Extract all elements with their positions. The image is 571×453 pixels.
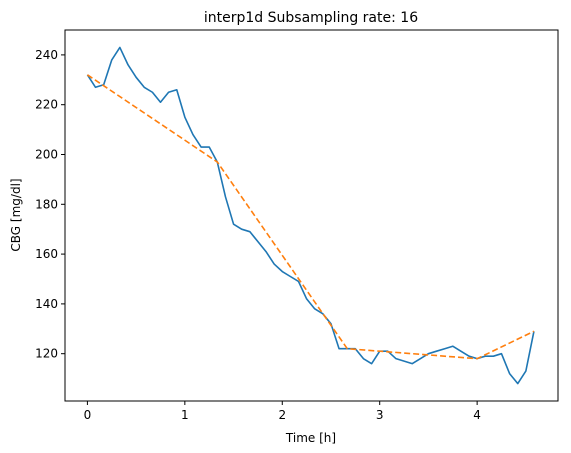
x-tick-label: 2 — [278, 408, 286, 422]
series-line-interp1d — [86, 74, 535, 360]
series-group — [86, 46, 535, 385]
y-tick-label: 180 — [35, 197, 58, 211]
series-line-cbg — [86, 46, 535, 385]
y-tick-label: 220 — [35, 98, 58, 112]
y-axis-label: CBG [mg/dl] — [9, 178, 23, 251]
y-tick-label: 120 — [35, 347, 58, 361]
y-tick-label: 140 — [35, 297, 58, 311]
axis-ticks: 0 1 2 3 4 120 140 160 180 200 220 240 — [35, 48, 481, 422]
x-axis-label: Time [h] — [285, 431, 336, 445]
y-tick-label: 200 — [35, 147, 58, 161]
plot-area — [65, 30, 558, 401]
x-tick-label: 4 — [473, 408, 481, 422]
x-tick-label: 0 — [84, 408, 92, 422]
y-tick-label: 160 — [35, 247, 58, 261]
x-tick-label: 3 — [376, 408, 384, 422]
y-tick-label: 240 — [35, 48, 58, 62]
axes-frame — [64, 29, 559, 402]
x-tick-label: 1 — [181, 408, 189, 422]
chart-title: interp1d Subsampling rate: 16 — [204, 10, 418, 26]
